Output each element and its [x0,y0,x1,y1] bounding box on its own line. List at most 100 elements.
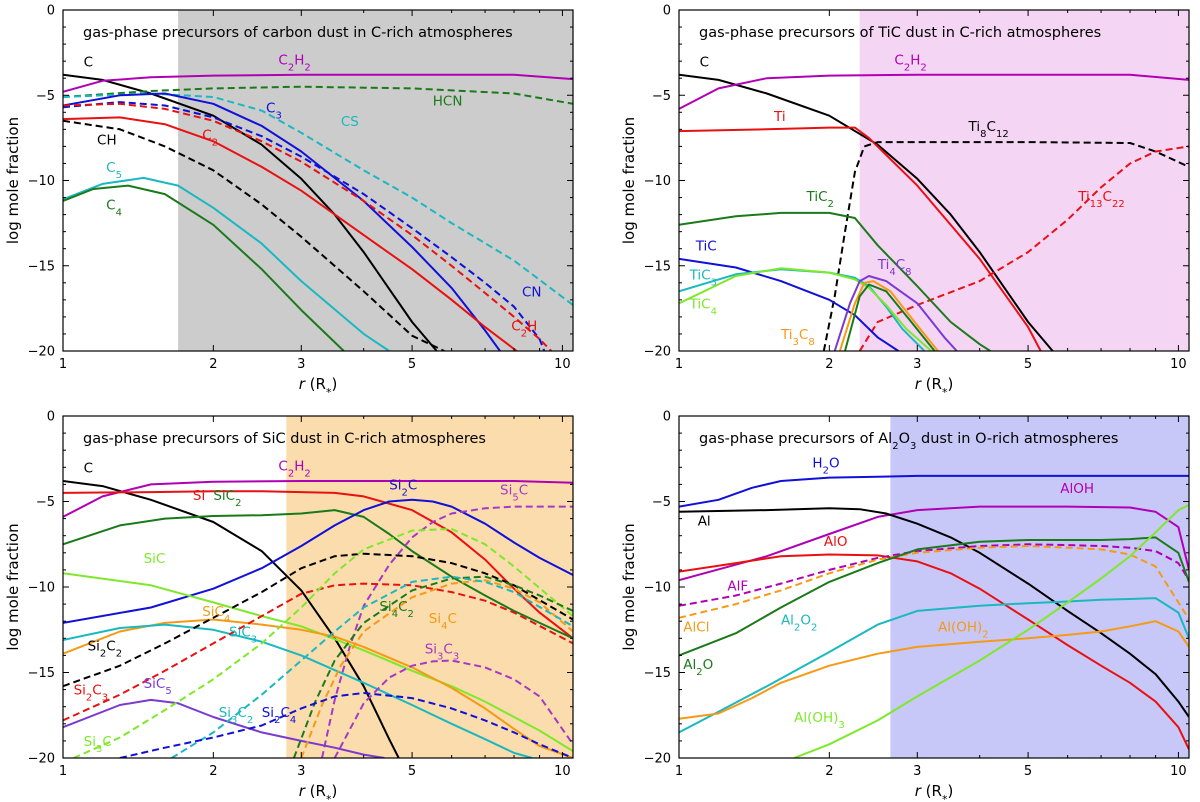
series-line-al2o [679,536,1189,657]
x-axis-unit: (R [310,375,326,393]
y-tick-label: −10 [644,581,671,596]
y-tick-label: −20 [644,345,671,360]
series-label: Al [698,513,711,529]
series-label: HCN [433,93,463,109]
series-label: C [700,54,709,70]
x-axis-label: r (R*) [299,782,338,802]
y-axis-label: log mole fraction [4,523,22,650]
series-line-ti4c8 [833,275,958,351]
y-tick-label: −15 [644,666,671,681]
series-label: Si [193,488,205,504]
x-tick-label: 3 [913,357,921,372]
series-label: AlF [727,578,748,594]
series-label: C3 [266,100,282,121]
series-line-hcn [63,85,573,105]
series-line-ti8c12 [822,141,1189,351]
series-label: Ti [773,109,786,125]
x-axis-label: r (R*) [915,782,954,802]
series-line-c2h2 [63,480,573,518]
series-line-sic4 [63,618,573,758]
x-axis-label: r (R*) [915,375,954,399]
series-line-si [63,490,573,640]
series-label: C2 [202,128,218,149]
series-label: Si4C [429,611,457,632]
series-label: Si3C2 [219,705,254,726]
series-line-cn [63,101,546,351]
x-axis-close: ) [331,782,337,800]
series-label: Si2C3 [74,683,109,704]
x-tick-label: 10 [1170,764,1187,779]
series-line-ti-green2 [844,283,936,351]
x-tick-label: 10 [554,357,571,372]
y-tick-label: 0 [663,410,671,425]
x-axis-var: r [299,782,306,800]
series-line-al2o2 [679,597,1189,734]
y-tick-label: −15 [644,259,671,274]
x-axis-var: r [915,782,922,800]
y-axis-label: log mole fraction [4,117,22,244]
series-line-c4 [63,184,345,351]
series-line-tic [679,257,899,351]
series-line-al [679,507,1189,718]
panel-tic-dust: C C2H2 Ti Ti8C12 Ti13C22 TiC2 TiC TiC3 TiC4 Ti4C8… [620,4,1190,399]
series-label: Al2O [683,657,713,678]
series-label: AlOH [1060,481,1094,497]
series-line-si2c [63,498,573,624]
series-label: TiC2 [805,189,833,210]
y-tick-label: 0 [663,4,671,19]
series-label: Ti4C8 [877,257,912,278]
series-lines [679,474,1189,758]
condensation-zone-shade [178,10,573,351]
x-axis-label: r (R*) [299,375,338,399]
series-line-c2h2 [679,73,1189,110]
series-line-alf [679,543,1189,607]
series-line-si2c2 [63,552,573,688]
x-tick-label: 3 [297,764,305,779]
series-line-si2c4 [119,692,573,758]
series-label: Si2C2 [88,638,123,659]
series-line-c2h [63,102,553,351]
plot-area: H2O AlOH Al AlO AlF AlCl Al2O Al2O2 Al(OH)2 Al(OH… [644,410,1190,779]
series-label: Al2O2 [781,613,817,634]
x-axis-star: * [942,793,948,802]
series-label: Al(OH)3 [794,710,845,731]
y-tick-label: −10 [28,581,55,596]
series-line-al-oh-3 [793,504,1189,758]
series-line-alo [679,553,1189,750]
y-tick-label: −5 [652,495,671,510]
condensation-zone-shade [859,10,1189,351]
series-label: C2H2 [278,53,310,74]
x-axis-unit: (R [926,375,942,393]
y-tick-label: −10 [644,174,671,189]
series-line-alcl [679,545,1189,621]
series-line-c3 [63,92,501,351]
series-line-c5 [63,176,390,351]
series-line-ti13c22 [858,145,1189,351]
y-tick-label: −10 [28,174,55,189]
x-axis-star: * [326,793,332,802]
plot-area: C C2H2 Ti Ti8C12 Ti13C22 TiC2 TiC TiC3 TiC4 Ti4C8… [644,4,1190,372]
x-axis-star: * [326,386,332,399]
x-axis-unit: (R [926,782,942,800]
series-line-aloh [679,505,1189,582]
x-axis-close: ) [331,375,337,393]
x-tick-label: 5 [1024,357,1032,372]
series-label: AlO [824,534,848,550]
series-label: C4 [106,197,122,218]
series-line-sic5 [63,698,385,758]
series-line-c [63,73,438,351]
y-axis-label: log mole fraction [620,117,638,244]
x-tick-label: 3 [913,764,921,779]
series-lines [63,480,573,758]
series-label: TiC3 [689,267,717,288]
series-label: C2H [511,319,537,340]
x-tick-label: 1 [675,764,683,779]
condensation-zone-shade [890,416,1189,758]
series-line-c2h2 [63,73,573,93]
x-tick-label: 2 [825,357,833,372]
series-label: SiC4 [202,604,230,625]
y-axis-label: log mole fraction [620,523,638,650]
series-label: SiC3 [229,625,257,646]
